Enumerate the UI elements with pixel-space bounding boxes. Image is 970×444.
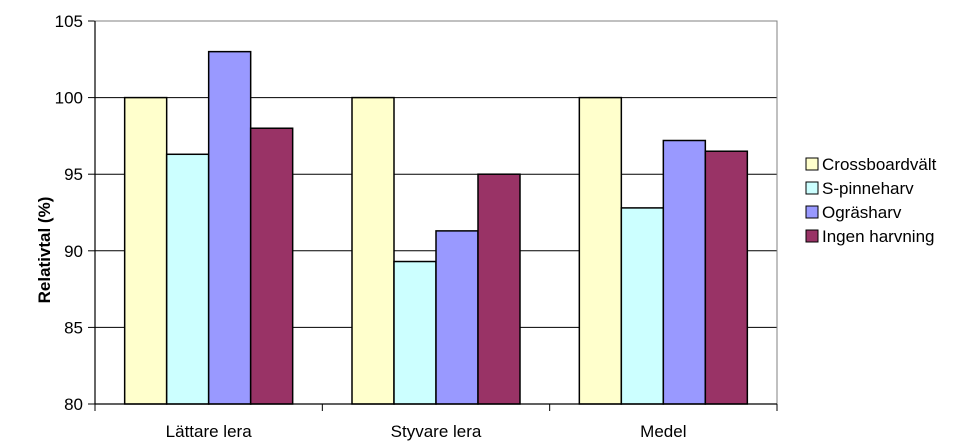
bar: [477, 173, 521, 405]
x-tick-label: Styvare lera: [391, 422, 482, 441]
axes-group: [88, 20, 778, 411]
y-tick-label: 80: [64, 395, 83, 414]
bar: [704, 150, 749, 405]
legend-swatch: [805, 229, 819, 243]
x-tick-labels: Lättare lera Styvare lera Medel: [166, 422, 687, 441]
y-tick-label: 95: [64, 165, 83, 184]
y-tick-label: 90: [64, 242, 83, 261]
bar: [123, 96, 168, 405]
bars-group: [123, 50, 749, 405]
legend-label: Ogräsharv: [822, 203, 902, 222]
bar: [662, 139, 707, 405]
legend-label: S-pinneharv: [822, 179, 914, 198]
bar: [207, 50, 252, 405]
y-tick-label: 85: [64, 318, 83, 337]
legend-label: Ingen harvning: [822, 227, 934, 246]
x-tick-label: Lättare lera: [166, 422, 253, 441]
bar: [351, 96, 395, 405]
bar: [393, 260, 437, 405]
bar: [249, 127, 294, 405]
bar: [620, 207, 665, 405]
legend-swatch: [805, 205, 819, 219]
legend-label: Crossboardvält: [822, 155, 937, 174]
bar: [435, 230, 479, 405]
legend: Crossboardvält S-pinneharv Ogräsharv Ingen …: [805, 155, 937, 246]
bar: [165, 153, 210, 405]
y-tick-label: 105: [55, 12, 83, 31]
x-tick-label: Medel: [640, 422, 686, 441]
y-axis-title: Relativtal (%): [35, 197, 54, 304]
y-tick-label: 100: [55, 89, 83, 108]
bar: [578, 96, 623, 405]
legend-swatch: [805, 181, 819, 195]
legend-swatch: [805, 157, 819, 171]
y-tick-labels: 80 85 90 95 100 105: [55, 12, 83, 414]
